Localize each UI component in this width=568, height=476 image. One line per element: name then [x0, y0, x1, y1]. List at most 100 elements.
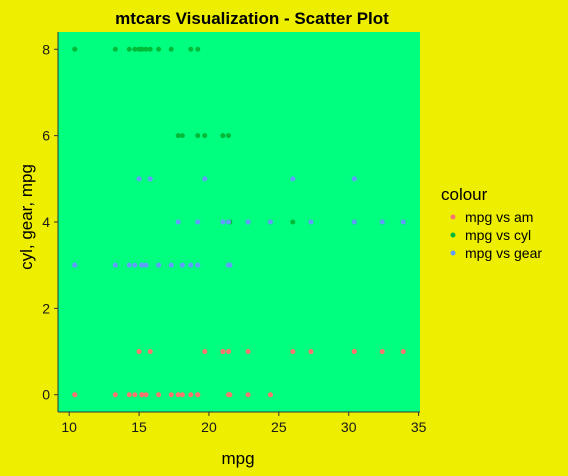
- data-point: [175, 133, 181, 139]
- data-point: [143, 262, 149, 268]
- data-point: [188, 46, 194, 52]
- legend-key: [450, 214, 456, 220]
- data-point: [195, 46, 201, 52]
- data-point: [226, 349, 232, 355]
- data-point: [195, 392, 201, 398]
- data-point: [156, 46, 162, 52]
- data-point: [220, 219, 226, 225]
- x-tick-label: 20: [201, 419, 217, 435]
- legend-label: mpg vs cyl: [465, 227, 531, 243]
- data-point: [351, 349, 357, 355]
- data-point: [175, 219, 181, 225]
- data-point: [156, 262, 162, 268]
- data-point: [139, 392, 145, 398]
- data-point: [245, 392, 251, 398]
- data-point: [202, 176, 208, 182]
- data-point: [126, 262, 132, 268]
- data-point: [290, 176, 296, 182]
- legend-label: mpg vs gear: [465, 245, 542, 261]
- data-point: [308, 349, 314, 355]
- data-point: [400, 219, 406, 225]
- data-point: [245, 219, 251, 225]
- x-axis-ticks: 10 15 20 25 30 35: [61, 412, 427, 435]
- data-point: [351, 176, 357, 182]
- data-point: [168, 46, 174, 52]
- data-point: [72, 46, 78, 52]
- data-point: [227, 392, 233, 398]
- x-axis-title: mpg: [221, 449, 254, 468]
- y-axis-ticks: 0 2 4 6 8: [42, 41, 58, 403]
- y-tick-label: 0: [42, 387, 50, 403]
- data-point: [136, 46, 142, 52]
- data-point: [245, 349, 251, 355]
- y-tick-label: 6: [42, 128, 50, 144]
- data-point: [226, 133, 232, 139]
- x-tick-label: 10: [61, 419, 77, 435]
- data-point: [290, 219, 296, 225]
- legend-label: mpg vs am: [465, 209, 533, 225]
- data-point: [379, 349, 385, 355]
- x-tick-label: 25: [271, 419, 287, 435]
- data-point: [188, 262, 194, 268]
- data-point: [147, 46, 153, 52]
- series-2: [72, 176, 406, 268]
- y-tick-label: 4: [42, 214, 50, 230]
- legend-key: [450, 250, 456, 256]
- data-point: [132, 46, 138, 52]
- y-tick-label: 8: [42, 41, 50, 57]
- data-point: [195, 262, 201, 268]
- data-point: [143, 46, 149, 52]
- data-point: [175, 392, 181, 398]
- y-tick-label: 2: [42, 300, 50, 316]
- data-point: [202, 133, 208, 139]
- data-point: [112, 46, 118, 52]
- data-point: [308, 219, 314, 225]
- series-0: [72, 349, 406, 398]
- data-point: [143, 392, 149, 398]
- data-point: [290, 349, 296, 355]
- data-point: [351, 219, 357, 225]
- data-point: [188, 392, 194, 398]
- data-point: [168, 392, 174, 398]
- data-point: [267, 219, 273, 225]
- data-point: [72, 262, 78, 268]
- data-point: [156, 392, 162, 398]
- data-point: [179, 392, 185, 398]
- legend-items: mpg vs am mpg vs cyl mpg vs gear: [450, 209, 542, 261]
- data-point: [226, 219, 232, 225]
- data-point: [220, 133, 226, 139]
- data-point: [179, 133, 185, 139]
- data-point: [136, 349, 142, 355]
- data-point: [400, 349, 406, 355]
- data-point: [267, 392, 273, 398]
- x-tick-label: 15: [131, 419, 147, 435]
- data-point: [112, 392, 118, 398]
- x-tick-label: 35: [411, 419, 427, 435]
- plot-panel: [58, 32, 420, 412]
- data-point: [126, 46, 132, 52]
- data-point: [379, 219, 385, 225]
- x-tick-label: 30: [341, 419, 357, 435]
- data-point: [132, 262, 138, 268]
- data-point: [195, 219, 201, 225]
- legend-key: [450, 232, 456, 238]
- y-axis-title: cyl, gear, mpg: [17, 164, 36, 270]
- data-point: [179, 262, 185, 268]
- legend: colour mpg vs am mpg vs cyl mpg vs gear: [441, 185, 542, 261]
- data-point: [72, 392, 78, 398]
- legend-title: colour: [441, 185, 488, 204]
- data-point: [126, 392, 132, 398]
- data-points: [72, 46, 406, 398]
- data-point: [227, 262, 233, 268]
- data-point: [147, 349, 153, 355]
- data-point: [168, 262, 174, 268]
- data-point: [112, 262, 118, 268]
- data-point: [139, 262, 145, 268]
- chart-title: mtcars Visualization - Scatter Plot: [115, 9, 389, 28]
- data-point: [195, 133, 201, 139]
- data-point: [202, 349, 208, 355]
- data-point: [147, 176, 153, 182]
- data-point: [136, 176, 142, 182]
